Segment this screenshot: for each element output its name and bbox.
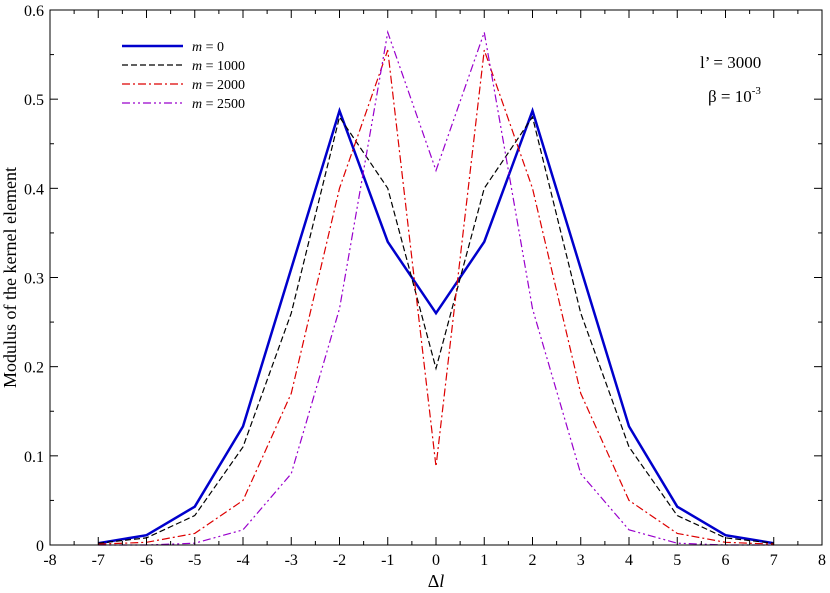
x-tick-label: 1	[480, 552, 488, 569]
x-tick-label: -5	[188, 552, 201, 569]
annotation-l-prime: l’ = 3000	[700, 53, 761, 72]
series-line-1	[98, 106, 774, 545]
x-tick-label: 4	[625, 552, 633, 569]
x-tick-label: 2	[529, 552, 537, 569]
x-tick-label: 5	[673, 552, 681, 569]
legend-label-4: m = 2500	[192, 97, 245, 112]
x-tick-label: 7	[770, 552, 778, 569]
legend-label-3: m = 2000	[192, 78, 245, 93]
x-tick-label: -1	[381, 552, 394, 569]
series-line-3	[98, 49, 774, 545]
legend-label-1: m = 0	[192, 40, 224, 55]
y-tick-label: 0.5	[24, 92, 44, 109]
y-tick-label: 0.4	[24, 181, 44, 198]
annotations: l’ = 3000 β = 10-3	[700, 53, 761, 106]
legend: m = 0 m = 1000 m = 2000 m = 2500	[122, 40, 245, 112]
x-axis: -8 -7 -6 -5 -4 -3 -2 -1 0 1 2 3 4 5 6 7 8	[43, 10, 826, 569]
y-tick-label: 0.3	[24, 271, 44, 288]
x-tick-label: -3	[285, 552, 298, 569]
plot-marks	[98, 29, 774, 546]
legend-label-2: m = 1000	[192, 59, 245, 74]
axis-titles: Δl Modulus of the kernel element	[0, 167, 444, 591]
x-tick-label: -8	[43, 552, 56, 569]
x-axis-title: Δl	[428, 571, 445, 591]
x-tick-label: 6	[722, 552, 730, 569]
y-tick-label: 0	[36, 538, 44, 555]
x-tick-label: -2	[333, 552, 346, 569]
y-tick-label: 0.1	[24, 449, 44, 466]
series-line-2	[98, 115, 774, 544]
y-axis-title: Modulus of the kernel element	[0, 167, 20, 388]
y-tick-label: 0.6	[24, 3, 44, 20]
series-line-4	[98, 29, 774, 546]
x-tick-label: -7	[92, 552, 105, 569]
x-tick-label: -6	[140, 552, 153, 569]
y-axis: 0 0.1 0.2 0.3 0.4 0.5 0.6	[24, 3, 822, 555]
annotation-beta: β = 10-3	[708, 85, 761, 106]
x-tick-label: 0	[432, 552, 440, 569]
y-tick-label: 0.2	[24, 360, 44, 377]
x-tick-label: -4	[236, 552, 249, 569]
x-tick-label: 3	[577, 552, 585, 569]
x-tick-label: 8	[818, 552, 826, 569]
